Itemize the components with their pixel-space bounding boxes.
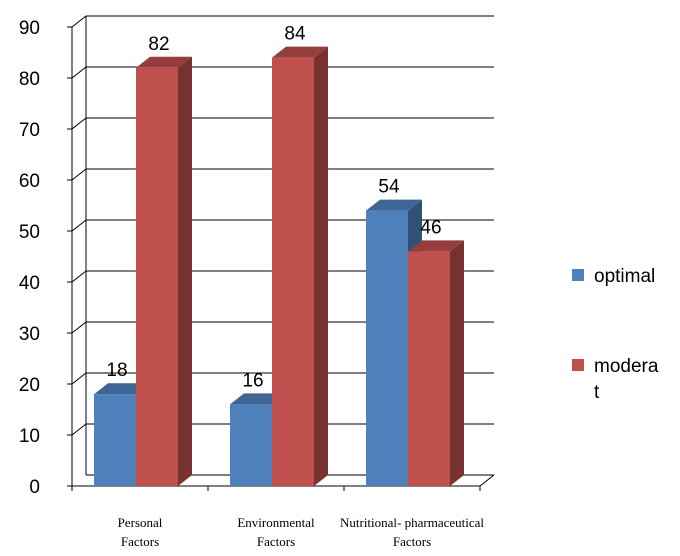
- gridline-side: [71, 219, 87, 232]
- category-label-line: Environmental: [237, 515, 315, 530]
- bar-side: [314, 46, 328, 486]
- legend-label-line: t: [594, 382, 600, 403]
- category-label-line: Factors: [121, 534, 159, 549]
- bar-side: [178, 56, 192, 487]
- legend-label-moderat: modera t: [594, 356, 659, 403]
- bar-optimal: [366, 210, 408, 486]
- y-tick-labels: 0 10 20 30 40 50 60 70 80 90: [19, 18, 40, 498]
- y-tick-label: 50: [19, 222, 40, 243]
- data-label: 46: [420, 217, 441, 238]
- bar-optimal: [230, 404, 272, 486]
- gridline-side: [71, 321, 87, 334]
- y-tick-label: 90: [19, 18, 40, 39]
- category-label-line: Factors: [393, 534, 431, 549]
- category-label: Nutritional- pharmaceutical Factors: [340, 515, 484, 549]
- legend-label-line: optimal: [594, 266, 655, 287]
- data-label: 84: [284, 24, 306, 45]
- bar-top: [272, 46, 328, 58]
- data-label: 18: [106, 360, 127, 381]
- bar-moderat: [408, 251, 450, 486]
- legend-swatch-moderat: [572, 359, 584, 371]
- bar-moderat: [136, 67, 178, 487]
- y-tick-label: 10: [19, 426, 40, 447]
- legend-label-line: modera: [594, 356, 659, 377]
- gridline-side: [71, 168, 87, 181]
- gridline-side: [71, 270, 87, 283]
- y-tick-label: 70: [19, 120, 40, 141]
- data-labels: 18 82 16 84 54 46: [106, 24, 441, 392]
- y-tick-label: 60: [19, 171, 40, 192]
- bar-top: [366, 199, 422, 211]
- bar-moderat: [272, 57, 314, 486]
- gridline-side: [71, 372, 87, 385]
- gridline-side: [71, 66, 87, 79]
- y-tick-label: 40: [19, 273, 40, 294]
- bar-side: [450, 240, 464, 486]
- y-tick-label: 0: [29, 477, 40, 498]
- category-label-line: Personal: [118, 515, 163, 530]
- category-label: Environmental Factors: [237, 515, 315, 549]
- category-label-line: Nutritional- pharmaceutical: [340, 515, 484, 530]
- data-label: 54: [378, 177, 400, 198]
- category-label-line: Factors: [257, 534, 295, 549]
- legend-label-optimal: optimal: [594, 266, 655, 287]
- bar-optimal: [94, 394, 136, 486]
- legend-swatch-optimal: [572, 269, 584, 281]
- gridline-side: [71, 423, 87, 436]
- data-label: 82: [148, 34, 169, 55]
- data-label: 16: [242, 370, 263, 391]
- legend: optimal modera t: [572, 266, 659, 403]
- bar-top: [136, 56, 192, 68]
- gridline-side: [71, 15, 87, 28]
- gridline-side: [71, 117, 87, 130]
- y-tick-label: 80: [19, 69, 40, 90]
- y-tick-label: 30: [19, 324, 40, 345]
- y-tick-label: 20: [19, 375, 40, 396]
- bars: [94, 46, 464, 487]
- category-label: Personal Factors: [118, 515, 163, 549]
- bar-top: [408, 240, 464, 252]
